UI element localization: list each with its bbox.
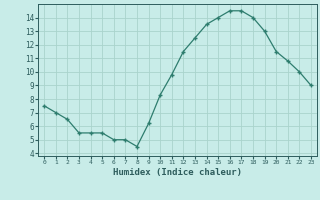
X-axis label: Humidex (Indice chaleur): Humidex (Indice chaleur) [113,168,242,177]
